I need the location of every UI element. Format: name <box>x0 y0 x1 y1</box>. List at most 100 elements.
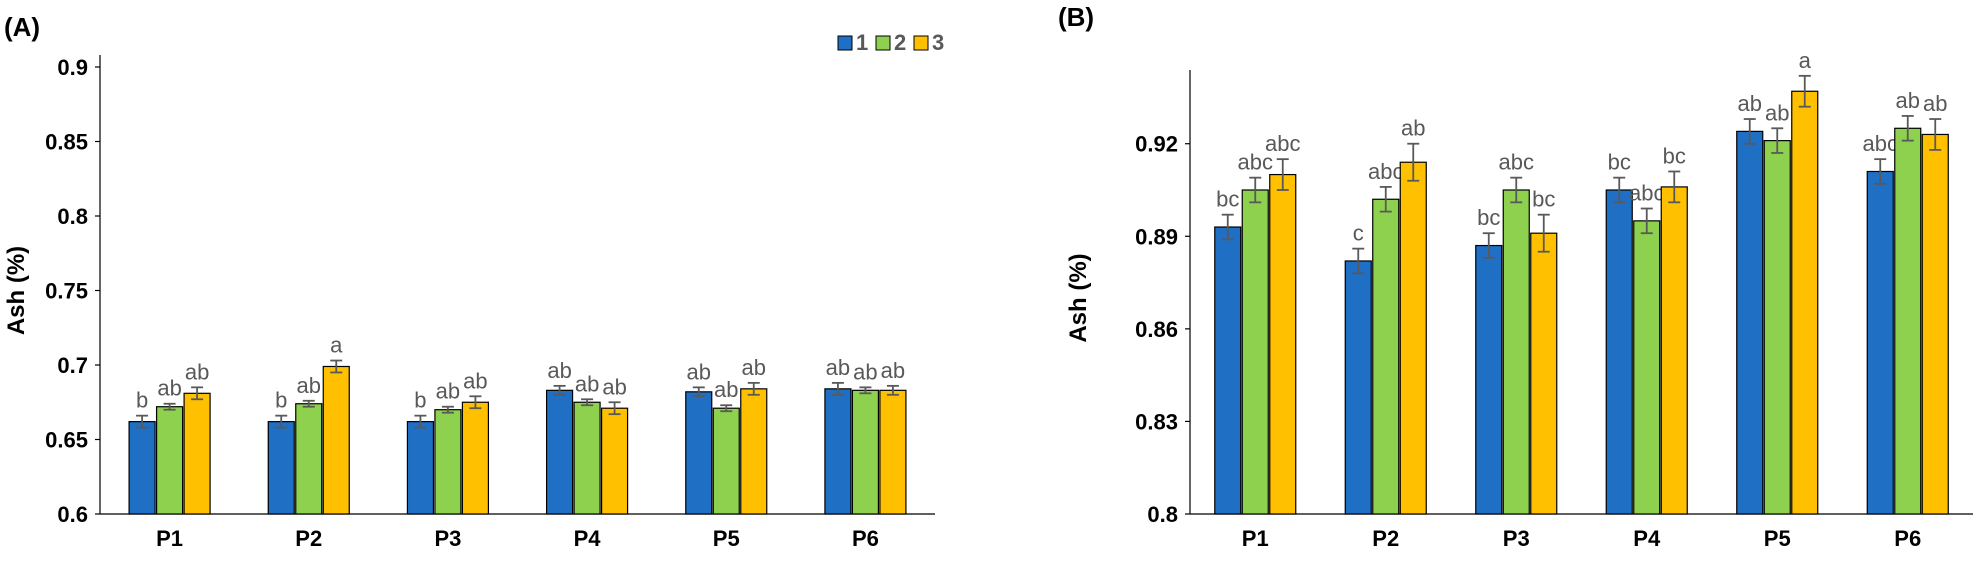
bar-b-p3-s2 <box>1502 189 1530 515</box>
bar-b-p2-s2 <box>1372 198 1400 515</box>
y-tick-label-a: 0.7 <box>57 353 88 378</box>
y-tick-label-b: 0.83 <box>1135 409 1178 434</box>
bar-b-p6-s1 <box>1866 170 1894 515</box>
bar-a-p6-s1 <box>824 388 852 515</box>
panel-label-a: (A) <box>4 12 40 42</box>
significance-letter-b: ab <box>1923 91 1947 116</box>
bar-a-p5-s3 <box>740 388 768 515</box>
x-tick-label-a: P2 <box>295 526 322 551</box>
panel-label-b: (B) <box>1058 2 1094 32</box>
significance-letter-b: abc <box>1499 150 1534 175</box>
bar-a-p6-s2 <box>851 389 880 515</box>
significance-letter-b: bc <box>1216 187 1239 212</box>
y-tick-label-a: 0.65 <box>45 428 88 453</box>
bar-b-p4-s3 <box>1660 186 1688 515</box>
x-tick-label-a: P3 <box>434 526 461 551</box>
bar-a-p2-s3 <box>322 365 350 515</box>
bar-b-p1-s2 <box>1241 189 1269 515</box>
significance-letter-b: ab <box>1738 91 1762 116</box>
significance-letter-a: ab <box>157 376 181 401</box>
x-tick-label-a: P5 <box>713 526 740 551</box>
significance-letter-a: b <box>275 388 287 413</box>
significance-letter-a: ab <box>436 379 460 404</box>
x-tick-label-b: P1 <box>1242 526 1269 551</box>
x-tick-label-a: P4 <box>574 526 602 551</box>
significance-letter-a: ab <box>826 355 850 380</box>
significance-letter-a: ab <box>714 377 738 402</box>
significance-letter-a: ab <box>602 374 626 399</box>
significance-letter-a: ab <box>687 359 711 384</box>
bar-a-p6-s3 <box>879 389 907 515</box>
significance-letter-b: abc <box>1238 150 1273 175</box>
significance-letter-a: ab <box>297 373 321 398</box>
bar-b-p1-s1 <box>1214 226 1242 515</box>
significance-letter-b: abc <box>1629 181 1664 206</box>
significance-letter-b: ab <box>1896 88 1920 113</box>
significance-letter-b: abc <box>1863 131 1898 156</box>
bar-b-p2-s3 <box>1399 161 1427 515</box>
y-tick-label-a: 0.6 <box>57 502 88 527</box>
x-tick-label-b: P2 <box>1372 526 1399 551</box>
significance-letter-b: bc <box>1532 187 1555 212</box>
significance-letter-b: bc <box>1477 205 1500 230</box>
significance-letter-a: ab <box>853 359 877 384</box>
legend-swatch-3 <box>913 35 929 51</box>
significance-letter-a: ab <box>575 371 599 396</box>
y-tick-label-a: 0.75 <box>45 279 88 304</box>
bar-a-p1-s3 <box>183 392 211 515</box>
x-tick-label-a: P6 <box>852 526 879 551</box>
significance-letter-b: ab <box>1401 116 1425 141</box>
legend-swatch-2 <box>875 35 891 51</box>
bar-a-p2-s2 <box>295 403 323 515</box>
x-tick-label-b: P3 <box>1503 526 1530 551</box>
x-tick-label-b: P5 <box>1764 526 1791 551</box>
significance-letter-a: b <box>136 388 148 413</box>
bar-a-p4-s1 <box>545 389 574 515</box>
significance-letter-a: b <box>414 388 426 413</box>
bar-b-p1-s3 <box>1269 173 1297 515</box>
legend-label-2: 2 <box>894 30 906 55</box>
significance-letter-b: c <box>1353 221 1364 246</box>
y-tick-label-b: 0.89 <box>1135 224 1178 249</box>
bar-a-p5-s1 <box>685 391 713 515</box>
significance-letter-b: ab <box>1765 100 1789 125</box>
y-tick-label-b: 0.92 <box>1135 132 1178 157</box>
bar-a-p1-s1 <box>128 421 156 515</box>
bar-b-p6-s3 <box>1921 133 1949 515</box>
significance-letter-a: ab <box>742 355 766 380</box>
bar-a-p1-s2 <box>155 406 184 515</box>
bar-a-p3-s3 <box>461 401 490 515</box>
bar-a-p3-s2 <box>434 409 462 515</box>
legend-label-3: 3 <box>932 30 944 55</box>
y-tick-label-a: 0.8 <box>57 204 88 229</box>
y-tick-label-a: 0.85 <box>45 130 88 155</box>
bar-b-p4-s1 <box>1605 189 1633 515</box>
y-axis-title-b: Ash (%) <box>1065 253 1092 342</box>
significance-letter-b: a <box>1799 48 1812 73</box>
x-tick-label-a: P1 <box>156 526 183 551</box>
significance-letter-a: ab <box>463 368 487 393</box>
bar-b-p3-s3 <box>1530 232 1558 515</box>
bar-b-p5-s1 <box>1736 130 1764 515</box>
legend-label-1: 1 <box>856 30 868 55</box>
bar-a-p5-s2 <box>712 407 740 515</box>
x-tick-label-b: P4 <box>1633 526 1661 551</box>
significance-letter-b: bc <box>1663 143 1686 168</box>
significance-letter-a: ab <box>547 358 571 383</box>
bar-a-p4-s3 <box>600 407 629 515</box>
significance-letter-a: a <box>330 333 343 358</box>
significance-letter-b: abc <box>1368 159 1403 184</box>
y-tick-label-a: 0.9 <box>57 55 88 80</box>
bar-a-p2-s1 <box>267 421 295 515</box>
bar-b-p5-s3 <box>1791 90 1819 515</box>
y-axis-title-a: Ash (%) <box>3 246 30 335</box>
bar-a-p4-s2 <box>573 401 601 515</box>
bar-b-p3-s1 <box>1475 244 1503 515</box>
significance-letter-b: bc <box>1608 150 1631 175</box>
bar-a-p3-s1 <box>406 421 435 515</box>
bar-b-p4-s2 <box>1633 220 1661 515</box>
